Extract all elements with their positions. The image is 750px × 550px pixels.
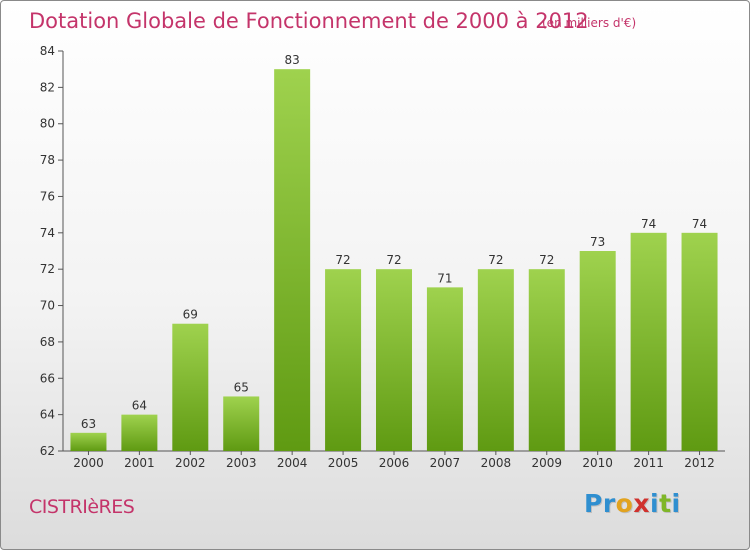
bar-2003 (223, 396, 260, 451)
chart-data-labels: 63 64 69 65 83 72 72 71 72 72 73 74 74 (81, 53, 707, 431)
bar-2011 (630, 232, 667, 451)
y-tick-label: 66 (40, 371, 55, 385)
bar-value-label: 72 (539, 253, 554, 267)
x-tick-label: 2000 (73, 456, 104, 470)
x-tick-label: 2002 (175, 456, 206, 470)
x-tick-label: 2007 (430, 456, 461, 470)
x-tick-label: 2004 (277, 456, 308, 470)
logo-letter: t (659, 489, 672, 518)
logo-letter: r (602, 489, 616, 518)
bar-2006 (376, 269, 412, 451)
x-tick-label: 2010 (582, 456, 613, 470)
logo-letter: x (633, 489, 650, 518)
bar-value-label: 74 (641, 217, 656, 231)
bar-2002 (172, 323, 209, 451)
y-tick-label: 68 (40, 335, 55, 349)
y-tick-label: 80 (40, 117, 55, 131)
x-tick-label: 2003 (226, 456, 257, 470)
bar-value-label: 72 (386, 253, 401, 267)
bar-2000 (70, 432, 107, 451)
x-tick-label: 2009 (531, 456, 562, 470)
chart-bars (70, 69, 718, 451)
bar-value-label: 64 (132, 399, 147, 413)
bar-2004 (274, 69, 311, 451)
commune-name: CISTRIèRES (29, 496, 135, 518)
bar-value-label: 71 (437, 271, 452, 285)
x-tick-label: 2006 (379, 456, 410, 470)
logo-letter: o (615, 489, 634, 518)
x-tick-label: 2011 (633, 456, 664, 470)
logo-letter: i (650, 489, 660, 518)
y-tick-label: 78 (40, 153, 55, 167)
y-tick-label: 64 (40, 408, 55, 422)
bar-value-label: 73 (590, 235, 605, 249)
y-tick-label: 74 (40, 226, 55, 240)
proxiti-logo: Proxiti (584, 489, 681, 518)
bar-value-label: 83 (285, 53, 300, 67)
bar-2010 (579, 251, 616, 451)
y-tick-label: 72 (40, 262, 55, 276)
bar-2012 (681, 232, 718, 451)
x-tick-label: 2008 (481, 456, 512, 470)
logo-letter: i (671, 489, 681, 518)
bar-value-label: 65 (234, 380, 249, 394)
y-tick-label: 82 (40, 80, 55, 94)
y-tick-label: 62 (40, 444, 55, 458)
y-tick-label: 70 (40, 299, 55, 313)
chart-axes: 62 64 66 68 70 72 74 76 78 80 82 84 2000 2001 2002 2003… (40, 44, 725, 470)
logo-letter: P (584, 489, 603, 518)
y-tick-label: 76 (40, 189, 55, 203)
bar-value-label: 72 (335, 253, 350, 267)
x-tick-label: 2005 (328, 456, 359, 470)
bar-value-label: 74 (692, 217, 707, 231)
x-tick-label: 2001 (124, 456, 155, 470)
bar-2009 (528, 269, 565, 451)
bar-2001 (121, 414, 158, 451)
x-tick-label: 2012 (684, 456, 715, 470)
bar-value-label: 72 (488, 253, 503, 267)
bar-value-label: 69 (183, 308, 198, 322)
bar-2005 (325, 269, 362, 451)
bar-2008 (477, 269, 514, 451)
y-tick-label: 84 (40, 44, 55, 58)
chart-subtitle: (en milliers d'€) (542, 16, 637, 30)
chart-title: Dotation Globale de Fonctionnement de 20… (29, 9, 589, 33)
bar-2007 (426, 287, 463, 451)
bar-value-label: 63 (81, 417, 96, 431)
